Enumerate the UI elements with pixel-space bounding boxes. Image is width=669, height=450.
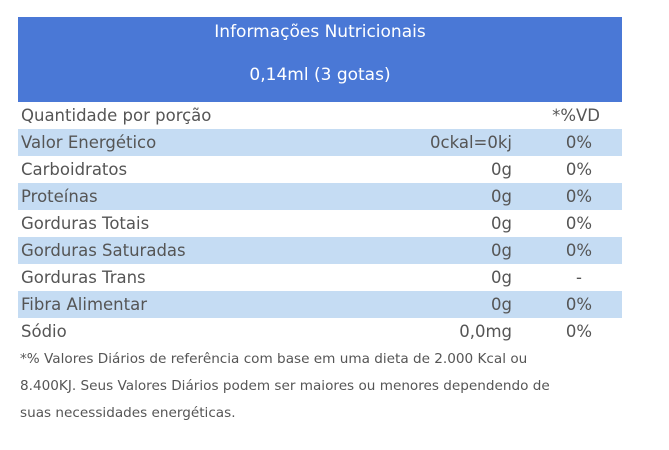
- nutrient-vd: 0%: [565, 214, 593, 233]
- table-row: Valor Energético 0ckal=0kj 0%: [18, 129, 622, 156]
- nutrient-name: Gorduras Totais: [21, 214, 150, 233]
- nutrition-table: Quantidade por porção *%VD Valor Energét…: [18, 102, 622, 345]
- nutrient-quantity: 0g: [491, 241, 512, 260]
- table-row: Gorduras Trans 0g -: [18, 264, 622, 291]
- nutrient-quantity: 0g: [491, 214, 512, 233]
- nutrient-quantity: 0g: [491, 268, 512, 287]
- nutrient-vd: 0%: [565, 322, 593, 341]
- nutrient-name: Carboidratos: [21, 160, 128, 179]
- nutrition-header: Informações Nutricionais 0,14ml (3 gotas…: [18, 17, 622, 102]
- table-row: Sódio 0,0mg 0%: [18, 318, 622, 345]
- portion-header: Quantidade por porção: [21, 106, 212, 125]
- nutrient-quantity: 0g: [491, 187, 512, 206]
- vd-header: *%VD: [552, 106, 600, 125]
- table-row: Gorduras Saturadas 0g 0%: [18, 237, 622, 264]
- footnote-line: suas necessidades energéticas.: [20, 405, 236, 421]
- nutrient-name: Sódio: [21, 322, 67, 341]
- table-row: Gorduras Totais 0g 0%: [18, 210, 622, 237]
- table-header-row: Quantidade por porção *%VD: [18, 102, 622, 129]
- nutrient-vd: 0%: [565, 295, 593, 314]
- nutrient-quantity: 0g: [491, 160, 512, 179]
- daily-value-footnote: *% Valores Diários de referência com bas…: [20, 346, 630, 427]
- table-row: Carboidratos 0g 0%: [18, 156, 622, 183]
- nutrient-quantity: 0,0mg: [459, 322, 512, 341]
- nutrient-vd: 0%: [565, 187, 593, 206]
- nutrient-name: Gorduras Saturadas: [21, 241, 186, 260]
- nutrient-name: Proteínas: [21, 187, 98, 206]
- nutrient-vd: 0%: [565, 241, 593, 260]
- table-row: Proteínas 0g 0%: [18, 183, 622, 210]
- table-row: Fibra Alimentar 0g 0%: [18, 291, 622, 318]
- nutrition-panel: Informações Nutricionais 0,14ml (3 gotas…: [18, 17, 622, 345]
- nutrient-name: Gorduras Trans: [21, 268, 146, 287]
- nutrient-vd: 0%: [565, 133, 593, 152]
- serving-size: 0,14ml (3 gotas): [249, 65, 391, 85]
- footnote-line: *% Valores Diários de referência com bas…: [20, 351, 528, 367]
- nutrient-name: Valor Energético: [21, 133, 157, 152]
- nutrient-name: Fibra Alimentar: [21, 295, 147, 314]
- nutrient-vd: -: [576, 268, 582, 287]
- nutrition-title: Informações Nutricionais: [214, 22, 426, 42]
- footnote-line: 8.400KJ. Seus Valores Diários podem ser …: [20, 378, 550, 394]
- nutrient-quantity: 0g: [491, 295, 512, 314]
- nutrient-vd: 0%: [565, 160, 593, 179]
- nutrient-quantity: 0ckal=0kj: [430, 133, 512, 152]
